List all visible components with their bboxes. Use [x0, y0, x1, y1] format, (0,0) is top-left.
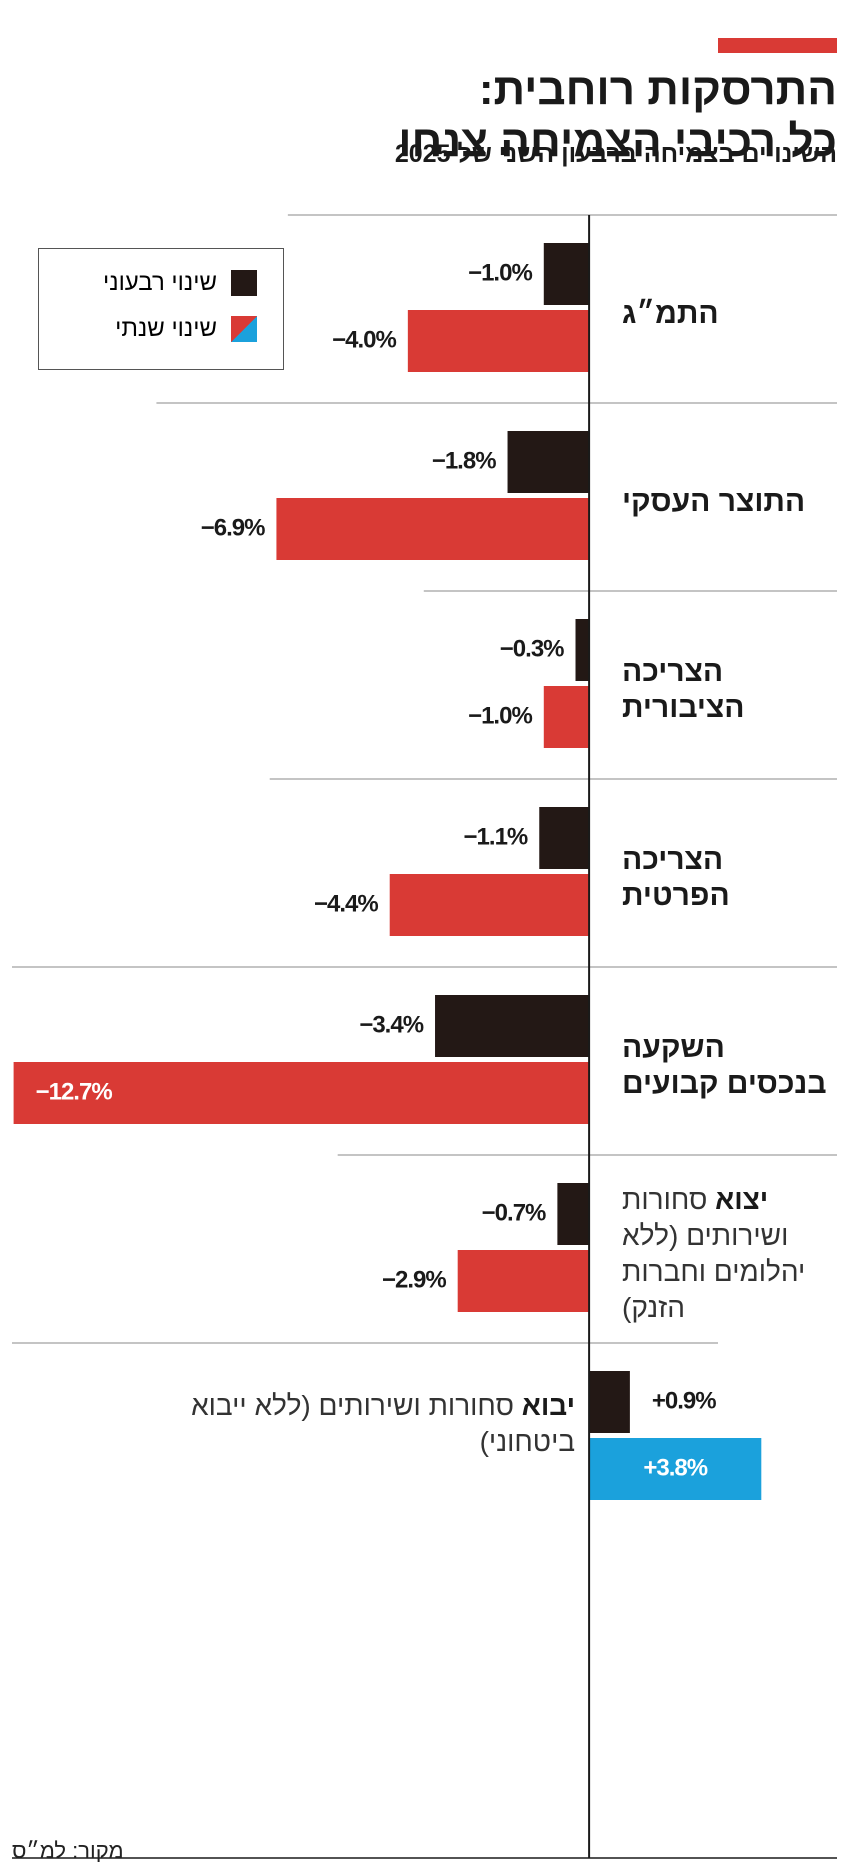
value-label: −1.0%	[468, 259, 532, 286]
legend-item: שינוי שנתי	[115, 315, 257, 343]
value-label: −4.0%	[332, 326, 396, 353]
bar	[557, 1183, 590, 1245]
value-label: −0.3%	[500, 635, 564, 662]
value-label: −12.7%	[36, 1078, 113, 1105]
bar	[407, 310, 590, 372]
value-label: +3.8%	[643, 1454, 707, 1481]
bar	[457, 1250, 590, 1312]
legend-label: שינוי רבעוני	[103, 269, 217, 296]
chart-subtitle: השינויים בצמיחה ברבעון השני של 2025	[394, 140, 837, 168]
category-detail: סחורות ושירותים (ללא ייבוא ביטחוני)	[191, 1390, 576, 1457]
category-label: התמ״ג	[622, 297, 719, 330]
value-label: −6.9%	[201, 514, 265, 541]
category-label: הצריכה הפרטית	[622, 843, 730, 912]
value-label: −1.0%	[468, 702, 532, 729]
value-label: −0.7%	[482, 1199, 546, 1226]
value-label: −3.4%	[359, 1011, 423, 1038]
legend-swatch	[231, 316, 257, 342]
bar	[13, 1062, 590, 1124]
bar	[507, 431, 590, 493]
bar	[543, 243, 590, 305]
bar	[543, 686, 590, 748]
category-label: התוצר העסקי	[622, 485, 806, 518]
bar	[435, 995, 590, 1057]
category-label: הצריכה הציבורית	[622, 655, 745, 724]
bar	[539, 807, 590, 869]
legend-item: שינוי רבעוני	[103, 269, 257, 297]
category-emphasis: יבוא	[521, 1390, 576, 1421]
category-label: יצוא סחורות ושירותים (ללא יהלומים וחברות…	[622, 1182, 827, 1326]
chart-title: התרסקות רוחבית:	[478, 65, 837, 114]
top-accent	[718, 38, 837, 53]
legend-label: שינוי שנתי	[115, 315, 217, 342]
category-emphasis: יצוא	[715, 1184, 769, 1215]
category-detail: סחורות ושירותים (ללא יהלומים וחברות הזנק…	[622, 1184, 806, 1323]
value-label: +0.9%	[652, 1387, 716, 1414]
legend-swatch	[231, 270, 257, 296]
source: מקור: למ״ס	[12, 1838, 124, 1863]
bar	[589, 1371, 630, 1433]
category-label: השקעה בנכסים קבועים	[622, 1031, 827, 1100]
value-label: −2.9%	[382, 1266, 446, 1293]
category-label: יבוא סחורות ושירותים (ללא ייבוא ביטחוני)	[175, 1388, 575, 1460]
value-label: −1.1%	[464, 823, 528, 850]
legend: שינוי רבעוני שינוי שנתי	[38, 248, 284, 370]
value-label: −1.8%	[432, 447, 496, 474]
bar	[575, 619, 590, 681]
bar	[276, 498, 590, 560]
bar	[589, 1438, 762, 1500]
bar	[389, 874, 590, 936]
chart-title: כל רכיבי הצמיחה צנחו	[398, 117, 837, 166]
value-label: −4.4%	[314, 890, 378, 917]
